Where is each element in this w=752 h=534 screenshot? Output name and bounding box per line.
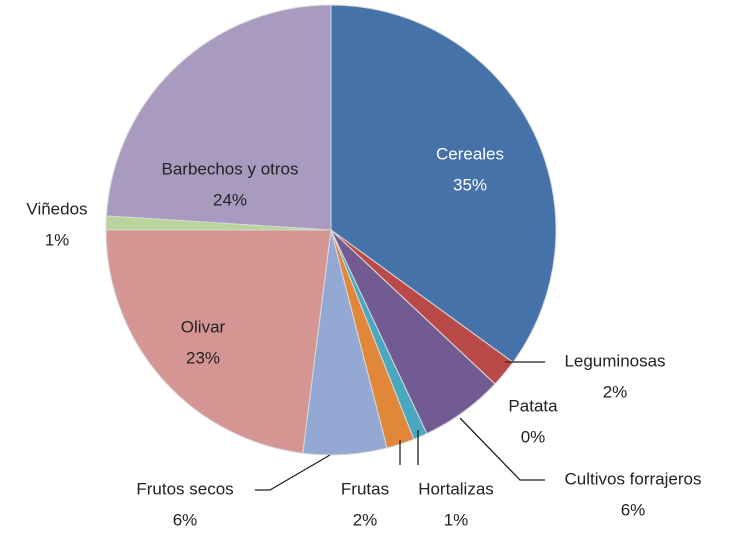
slice-label: Barbechos y otros (161, 159, 298, 178)
value-label: 1% (444, 510, 469, 529)
slice-label: Cultivos forrajeros (565, 469, 702, 488)
pie-slice (330, 4, 557, 363)
value-label: 23% (186, 348, 220, 367)
leader-line (255, 454, 331, 491)
slice-label: Leguminosas (564, 351, 665, 370)
value-label: 2% (353, 510, 378, 529)
pie-slice (105, 4, 332, 231)
value-label: 0% (521, 427, 546, 446)
value-label: 35% (453, 175, 487, 194)
value-label: 1% (45, 230, 70, 249)
pie-slice (105, 229, 332, 454)
leader-line (459, 417, 545, 481)
slice-label: Olivar (181, 317, 226, 336)
slice-label: Viñedos (26, 199, 87, 218)
slice-label: Hortalizas (418, 479, 494, 498)
slice-label: Frutos secos (136, 479, 233, 498)
value-label: 2% (603, 382, 628, 401)
value-label: 6% (621, 500, 646, 519)
slice-label: Patata (508, 396, 558, 415)
value-label: 24% (213, 190, 247, 209)
slice-label: Cereales (436, 144, 504, 163)
value-label: 6% (173, 510, 198, 529)
slice-label: Frutas (341, 479, 389, 498)
